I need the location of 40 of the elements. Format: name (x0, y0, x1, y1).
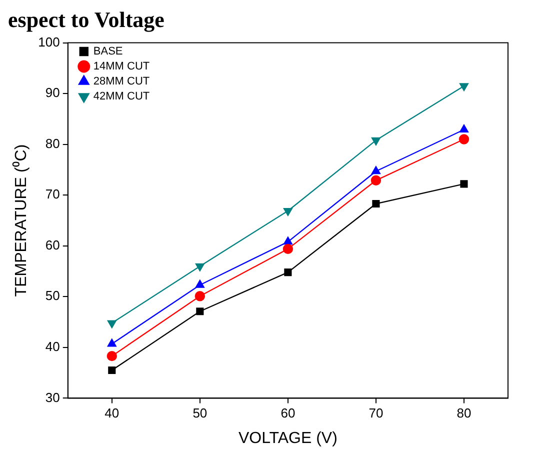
point (372, 200, 380, 208)
legend-label: 14MM CUT (93, 60, 150, 73)
point (283, 236, 292, 245)
y-tick-label: 80 (45, 136, 60, 151)
point (195, 280, 204, 288)
y-axis-title: TEMPERATURE (⁰C) (12, 144, 30, 297)
x-axis-title: VOLTAGE (V) (238, 430, 338, 447)
y-tick-label: 60 (45, 237, 60, 252)
point (458, 134, 470, 144)
point (283, 208, 292, 216)
point (196, 308, 204, 316)
y-tick-label: 100 (38, 34, 60, 50)
point (108, 366, 116, 374)
x-tick-label: 80 (456, 406, 472, 421)
point (284, 268, 292, 276)
point (106, 350, 117, 362)
point (107, 338, 116, 347)
legend-label: BASE (93, 46, 123, 58)
point (107, 320, 116, 328)
x-tick-label: 70 (368, 406, 384, 421)
x-tick-label: 60 (280, 406, 296, 421)
point (459, 83, 468, 92)
y-tick-label: 70 (45, 186, 60, 202)
point (371, 166, 380, 174)
y-tick-label: 90 (45, 85, 60, 100)
chart-title: espect to Voltage (8, 7, 166, 32)
point (459, 124, 468, 132)
point (194, 291, 206, 302)
y-tick-label: 30 (45, 390, 60, 405)
y-tick-label: 50 (45, 288, 60, 304)
y-tick-label: 40 (45, 339, 60, 354)
x-tick-label: 40 (104, 406, 120, 421)
point (371, 137, 380, 146)
point (195, 263, 204, 272)
point (282, 244, 294, 254)
point (460, 180, 468, 188)
legend-label: 28MM CUT (93, 76, 150, 88)
legend-label: 42MM CUT (93, 90, 150, 103)
point (370, 175, 382, 186)
x-tick-label: 50 (192, 406, 208, 421)
